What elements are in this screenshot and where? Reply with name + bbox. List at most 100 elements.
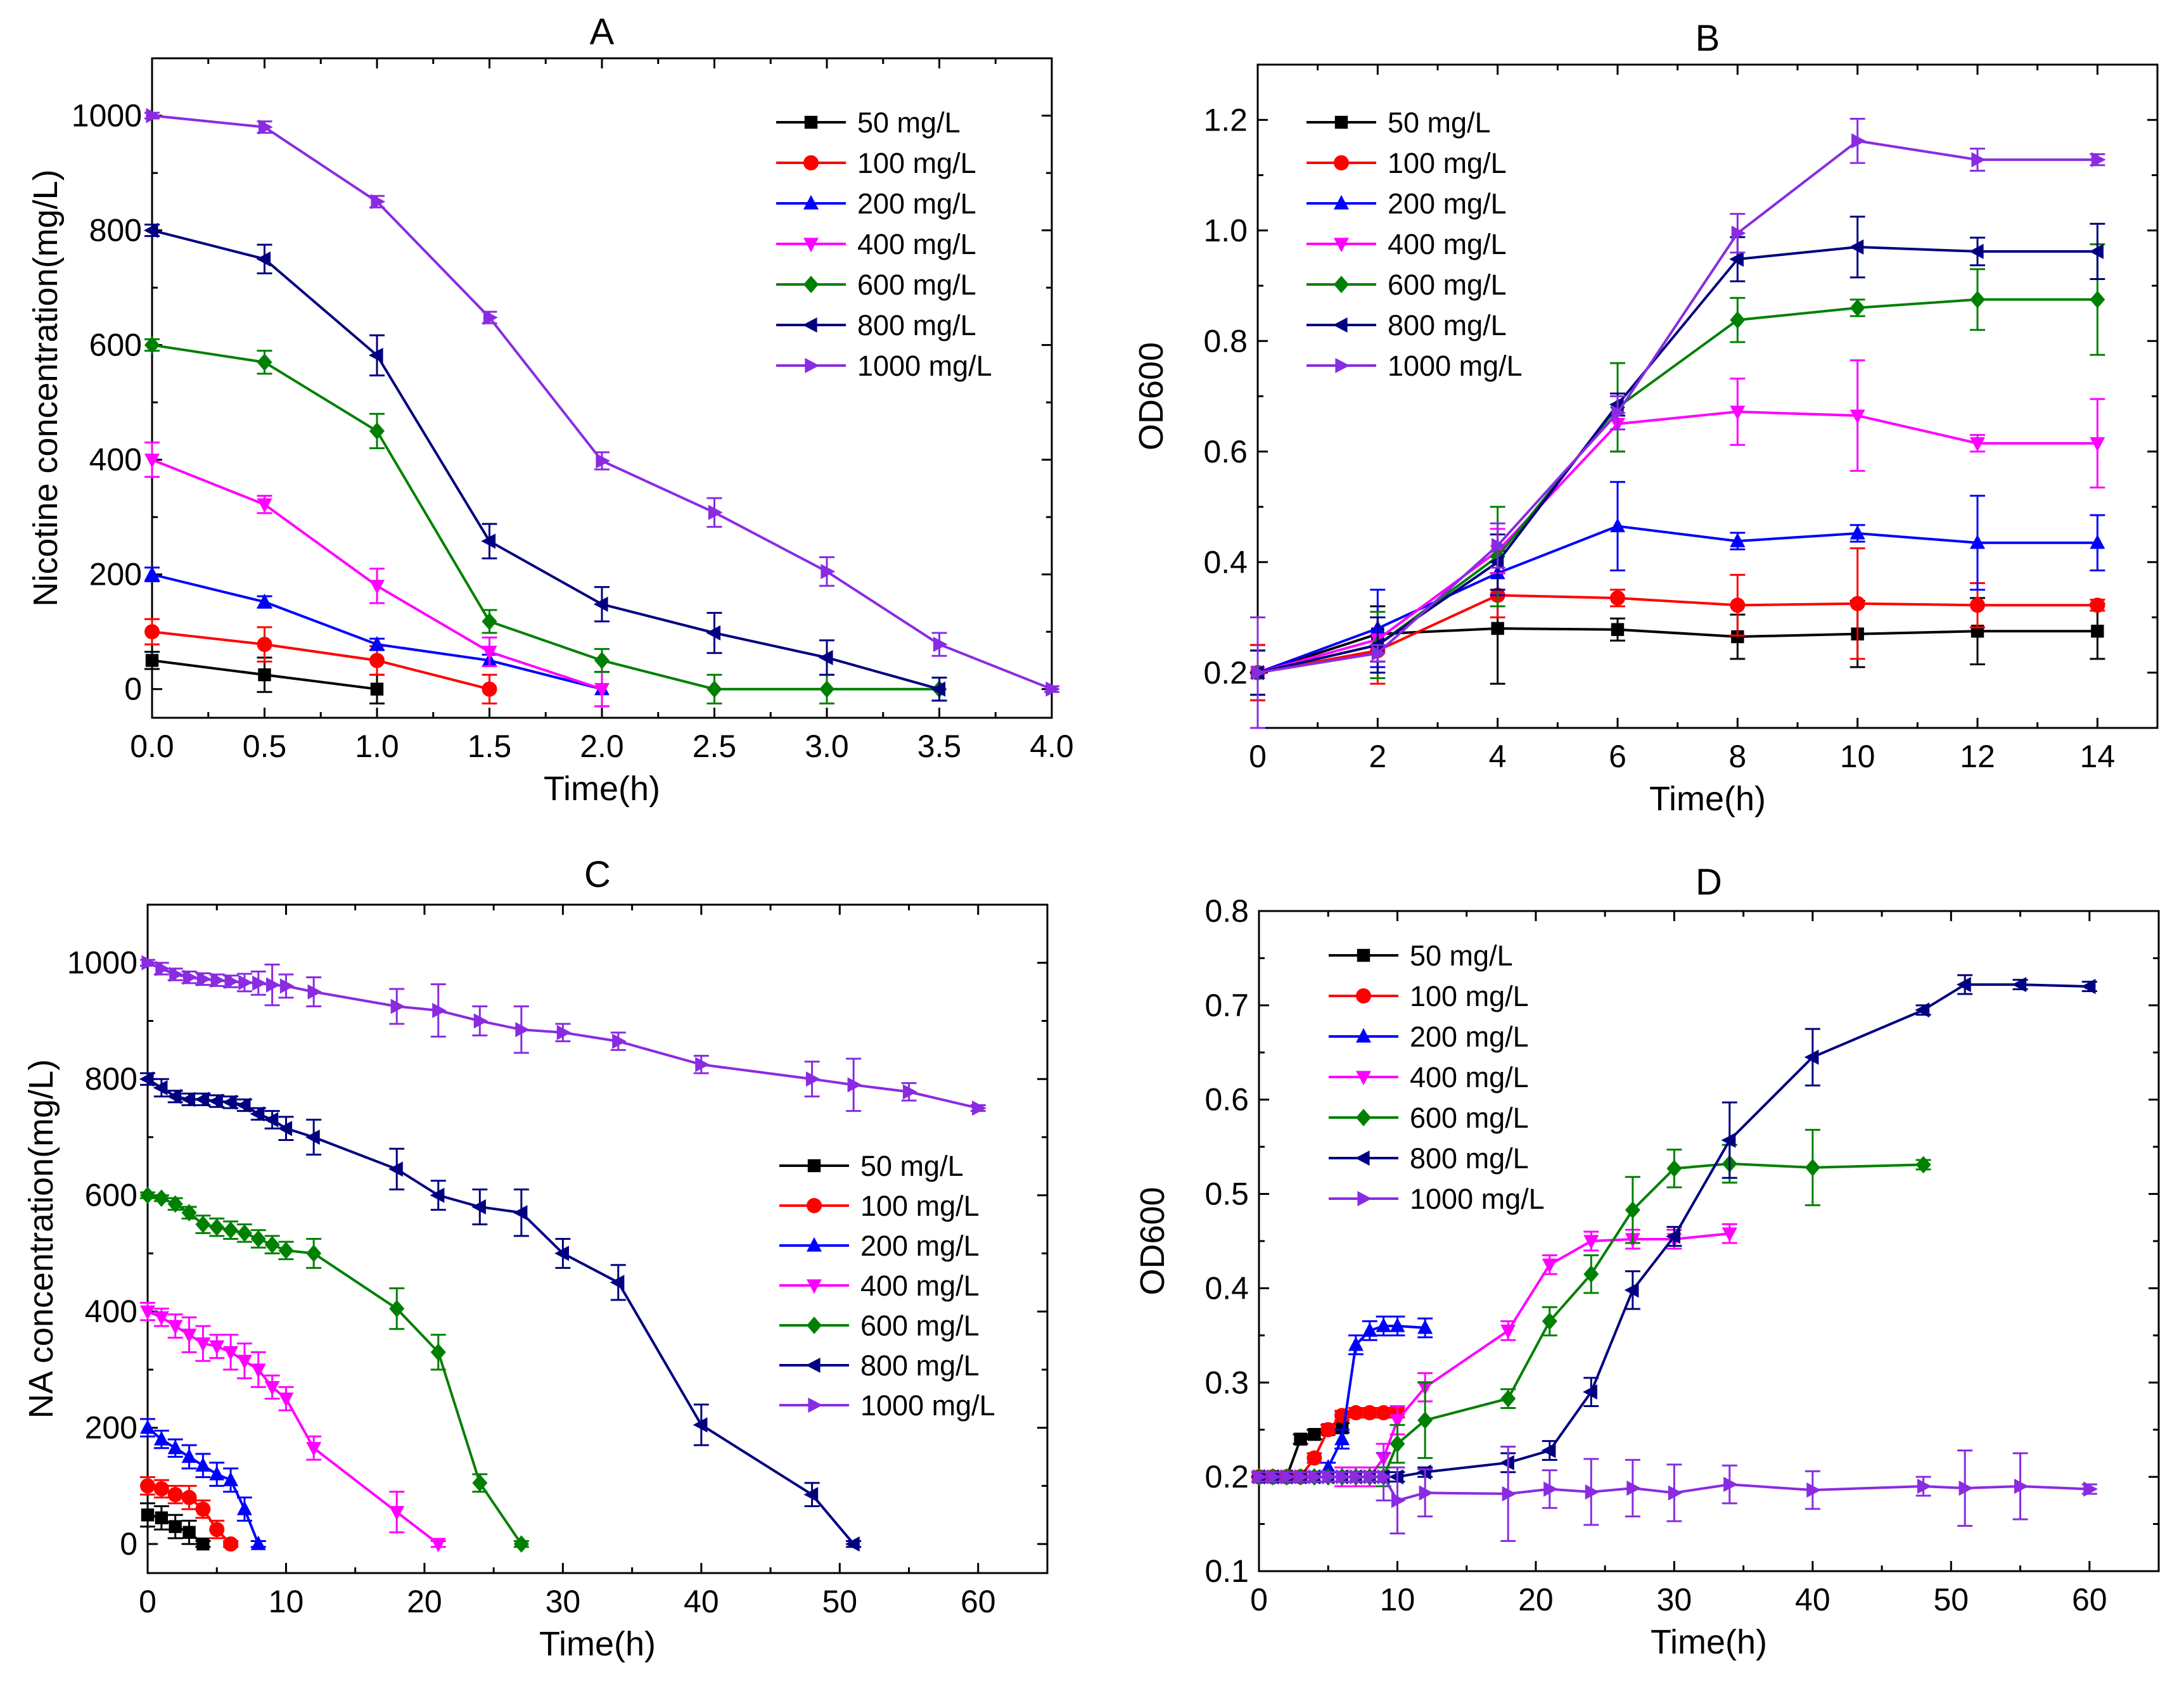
data-point <box>1389 1435 1405 1453</box>
data-point <box>257 498 272 513</box>
data-point <box>1391 1493 1406 1508</box>
data-point <box>181 1329 197 1344</box>
y-axis-label: OD600 <box>1134 1187 1172 1295</box>
x-tick-label: 50 <box>822 1584 857 1619</box>
x-axis-label: Time(h) <box>544 770 660 808</box>
data-point <box>1500 1455 1514 1470</box>
data-point <box>1806 1482 1822 1498</box>
data-point <box>1970 534 1985 549</box>
series-1000mgl <box>140 955 987 1116</box>
data-point <box>1308 1469 1323 1485</box>
data-point <box>1350 1469 1365 1485</box>
x-tick-label: 30 <box>1657 1582 1692 1617</box>
data-point <box>1666 1228 1680 1244</box>
data-point <box>389 1299 405 1318</box>
data-point <box>556 1024 572 1040</box>
y-tick-label: 400 <box>85 1294 137 1329</box>
series-line <box>146 1078 855 1545</box>
data-point <box>1970 437 1985 452</box>
y-axis-label: Nicotine concentration(mg/L) <box>27 169 65 606</box>
data-point <box>1417 1412 1433 1429</box>
x-tick-label: 4 <box>1489 739 1507 774</box>
data-point <box>803 1487 819 1503</box>
data-point <box>278 1242 294 1259</box>
data-point <box>1723 1477 1738 1493</box>
data-point <box>195 1092 209 1107</box>
data-point <box>513 1205 528 1221</box>
data-point <box>1729 252 1744 267</box>
data-point <box>370 682 384 696</box>
y-tick-label: 0.6 <box>1203 434 1248 469</box>
data-point <box>1915 1156 1931 1174</box>
data-point <box>481 533 496 549</box>
data-point <box>153 1481 169 1496</box>
data-point <box>708 504 723 520</box>
data-point <box>1348 1405 1364 1420</box>
legend-marker <box>1334 155 1349 170</box>
data-point <box>1731 630 1744 644</box>
legend: 50 mg/L 100 mg/L 200 mg/L 400 mg/L 600 mg/L 8… <box>1329 940 1545 1215</box>
data-point <box>1389 1414 1405 1429</box>
data-point <box>223 1536 239 1552</box>
data-point <box>252 975 267 991</box>
data-point <box>819 680 834 698</box>
data-point <box>1805 1159 1820 1176</box>
data-point <box>144 336 160 354</box>
y-tick-label: 0.4 <box>1204 1270 1249 1306</box>
data-point <box>181 1448 197 1463</box>
legend-label: 1000 mg/L <box>857 350 992 382</box>
data-point <box>250 1106 265 1122</box>
data-point <box>182 969 198 985</box>
series-line <box>147 1194 523 1545</box>
legend-label: 400 mg/L <box>857 228 976 260</box>
series-400mgl <box>1251 1223 1737 1488</box>
data-point <box>1320 1459 1336 1474</box>
data-point <box>1583 1384 1597 1400</box>
data-point <box>307 984 323 1000</box>
data-point <box>931 681 946 697</box>
y-tick-label: 1.0 <box>1203 213 1248 248</box>
data-point <box>972 1100 987 1116</box>
data-point <box>594 651 610 670</box>
data-point <box>167 1487 183 1503</box>
data-point <box>236 1500 252 1515</box>
data-point <box>1502 1486 1517 1501</box>
data-point <box>250 1363 266 1379</box>
data-point <box>1849 525 1865 540</box>
data-point <box>146 108 161 124</box>
data-point <box>209 1522 225 1538</box>
series-600mgl <box>1251 1128 1931 1488</box>
x-tick-label: 2.5 <box>693 729 737 764</box>
legend-label: 50 mg/L <box>1410 940 1513 972</box>
data-point <box>2089 243 2104 259</box>
legend-label: 50 mg/L <box>860 1150 964 1182</box>
data-point <box>482 613 497 630</box>
plot-area <box>1249 118 2106 729</box>
legend-marker <box>1357 948 1370 962</box>
data-point <box>1956 977 1971 993</box>
data-point <box>208 1093 223 1109</box>
data-point <box>1362 1405 1377 1420</box>
data-point <box>1045 681 1061 697</box>
y-tick-label: 600 <box>85 1178 137 1213</box>
data-point <box>1849 596 1865 611</box>
data-point <box>1730 532 1746 547</box>
x-axis-label: Time(h) <box>1651 1623 1767 1661</box>
series-line <box>151 229 940 691</box>
x-axis-label: Time(h) <box>539 1625 656 1663</box>
data-point <box>1624 1282 1639 1298</box>
legend-label: 200 mg/L <box>857 188 976 220</box>
y-tick-label: 0.8 <box>1203 323 1248 359</box>
data-point <box>1722 1227 1737 1242</box>
y-tick-label: 0.7 <box>1204 988 1249 1023</box>
data-point <box>1971 152 1986 168</box>
legend-marker <box>805 1358 821 1373</box>
series-line <box>1257 627 2098 674</box>
data-point <box>1489 554 1504 570</box>
data-point <box>238 974 253 990</box>
panel-title: C <box>584 854 611 895</box>
data-point <box>1666 1159 1682 1178</box>
data-point <box>196 971 212 987</box>
data-point <box>167 1195 183 1213</box>
x-tick-label: 10 <box>1380 1582 1415 1617</box>
